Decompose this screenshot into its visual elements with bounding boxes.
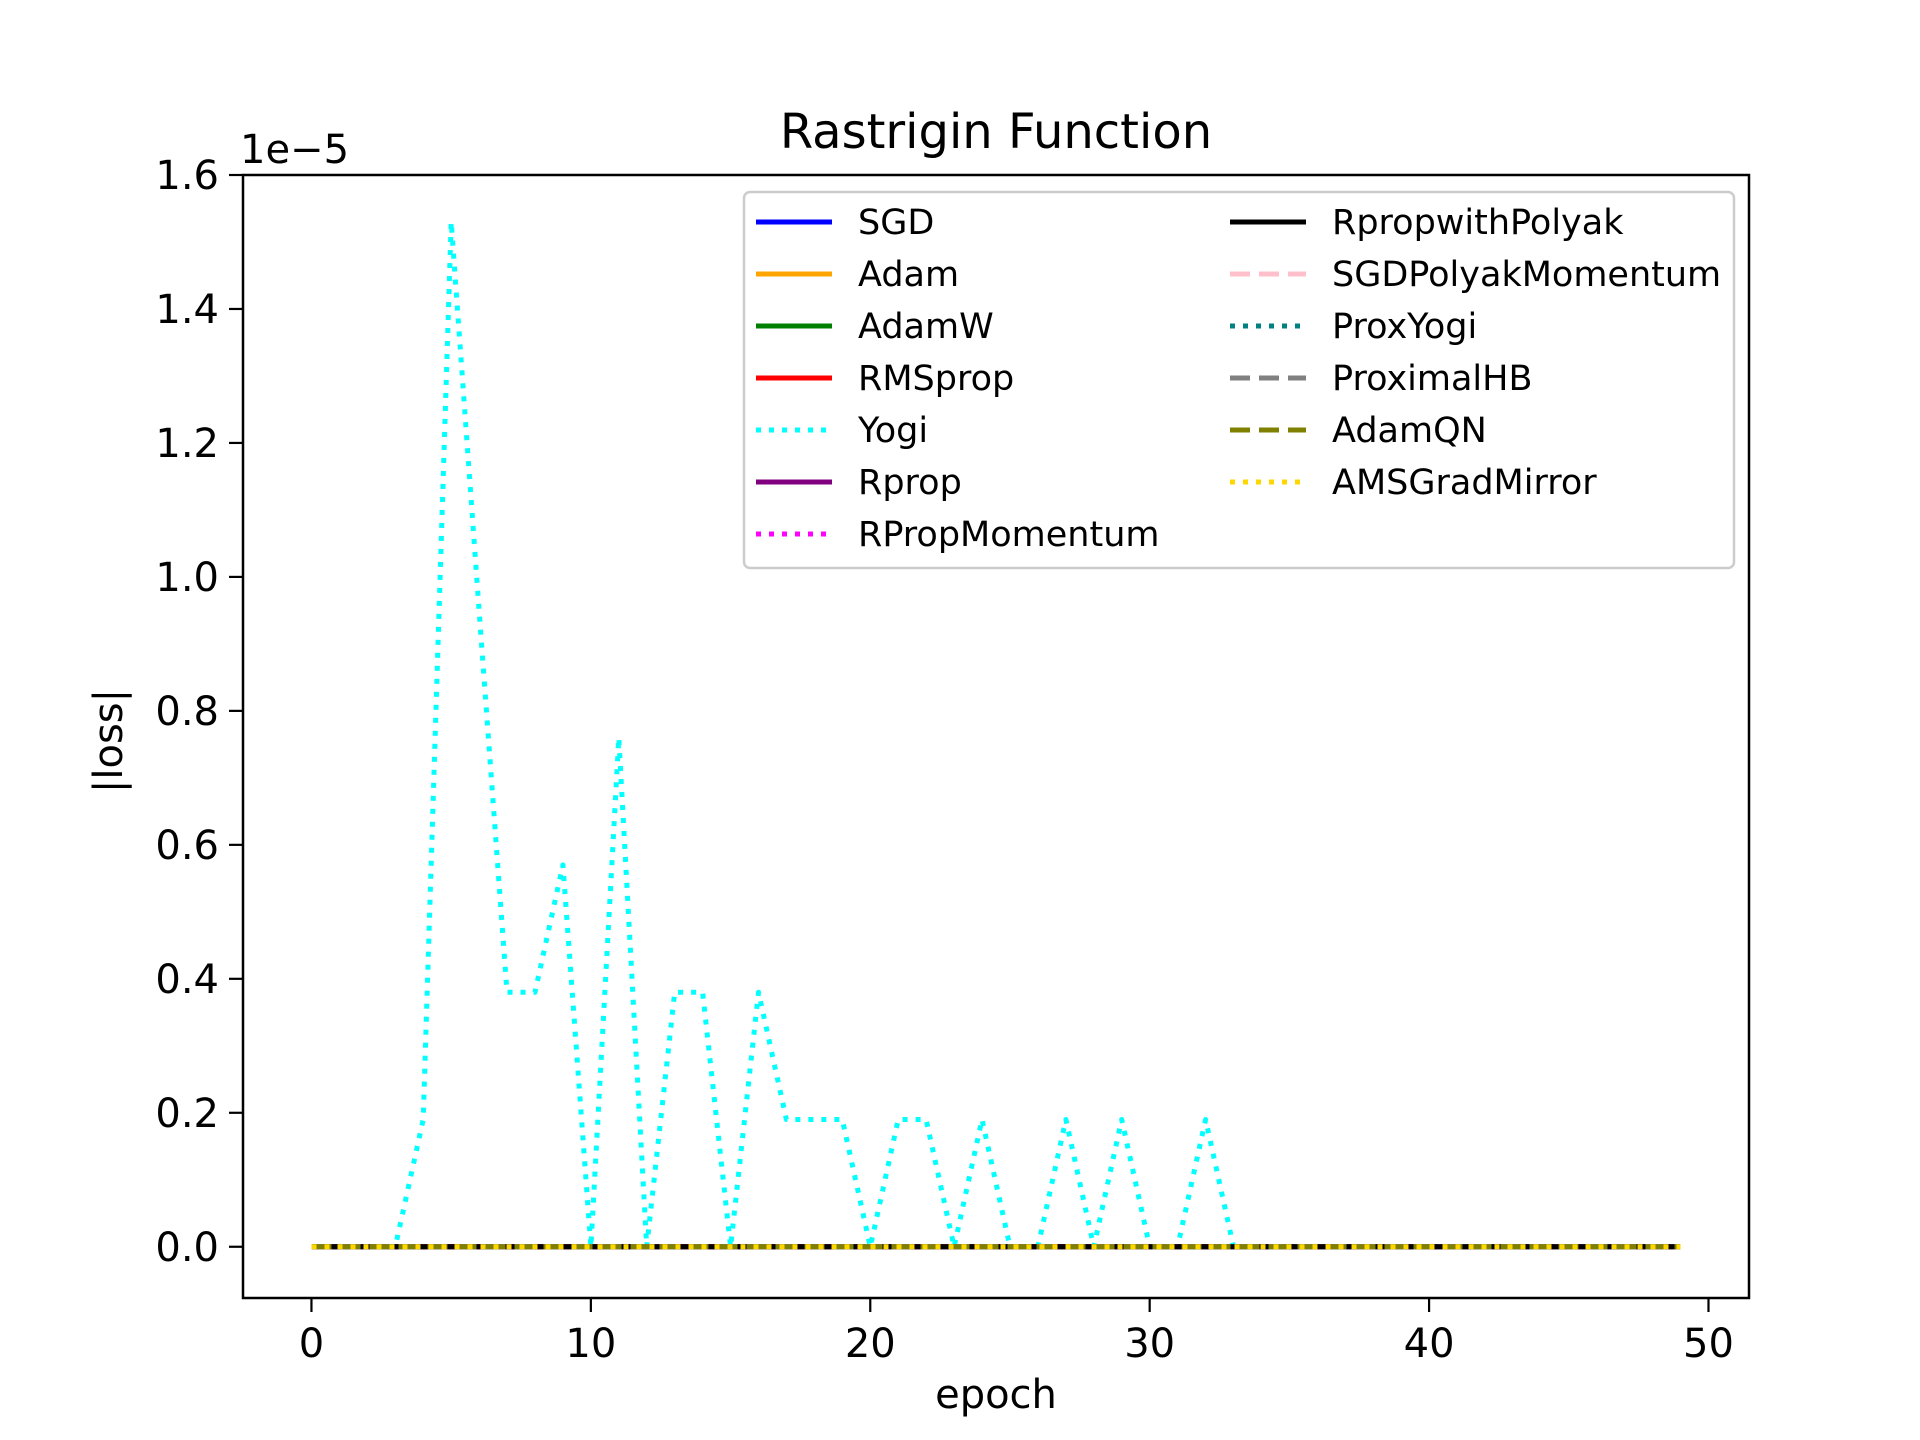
legend-entry: Yogi [756, 411, 928, 451]
x-axis: 0 10 20 30 40 50 [299, 1298, 1734, 1367]
legend-label: RPropMomentum [858, 515, 1159, 555]
y-tick-label: 1.2 [155, 421, 219, 467]
legend-label: AdamQN [1332, 411, 1487, 451]
legend-label: SGDPolyakMomentum [1332, 255, 1721, 295]
y-tick-label: 0.8 [155, 689, 219, 735]
y-tick-label: 0.4 [155, 957, 219, 1003]
legend-entry: SGDPolyakMomentum [1230, 255, 1721, 295]
x-tick-label: 20 [845, 1321, 896, 1367]
y-offset-label: 1e−5 [240, 127, 349, 173]
chart-title: Rastrigin Function [780, 104, 1212, 160]
legend-label: AMSGradMirror [1332, 463, 1597, 503]
legend-entry: Adam [756, 255, 959, 295]
legend-label: Rprop [858, 463, 962, 503]
legend-entry: ProxYogi [1230, 307, 1477, 347]
legend-label: SGD [858, 203, 934, 243]
legend-label: AdamW [858, 307, 994, 347]
x-tick-label: 10 [565, 1321, 616, 1367]
legend-entry: SGD [756, 203, 934, 243]
legend-entry: Rprop [756, 463, 962, 503]
x-tick-label: 40 [1404, 1321, 1455, 1367]
y-tick-label: 1.6 [155, 153, 219, 199]
series-layer [311, 219, 1681, 1250]
y-tick-label: 1.0 [155, 555, 219, 601]
y-axis: 0.0 0.2 0.4 0.6 0.8 1.0 1.2 1.4 1.6 [155, 153, 243, 1271]
legend-entry: AdamW [756, 307, 994, 347]
legend-label: ProximalHB [1332, 359, 1532, 399]
legend-entry: ProximalHB [1230, 359, 1532, 399]
legend-entry: AdamQN [1230, 411, 1487, 451]
y-tick-label: 0.6 [155, 823, 219, 869]
legend-label: Adam [858, 255, 959, 295]
legend-entry: RPropMomentum [756, 515, 1159, 555]
legend-entry: RMSprop [756, 359, 1014, 399]
legend-label: RMSprop [858, 359, 1014, 399]
x-tick-label: 0 [299, 1321, 324, 1367]
legend-label: Yogi [857, 411, 928, 451]
axes-frame [241, 173, 1751, 1300]
legend-label: RpropwithPolyak [1332, 203, 1624, 243]
legend-entry: AMSGradMirror [1230, 463, 1597, 503]
legend: SGD Adam AdamW RMSprop Yogi Rprop RPropMomentu… [742, 190, 1736, 570]
y-tick-label: 1.4 [155, 287, 219, 333]
y-tick-label: 0.0 [155, 1225, 219, 1271]
y-axis-title: |loss| [86, 689, 132, 793]
y-tick-label: 0.2 [155, 1091, 219, 1137]
x-tick-label: 30 [1124, 1321, 1175, 1367]
legend-entry: RpropwithPolyak [1230, 203, 1624, 243]
legend-label: ProxYogi [1332, 307, 1477, 347]
x-axis-title: epoch [935, 1372, 1057, 1418]
x-tick-label: 50 [1683, 1321, 1734, 1367]
